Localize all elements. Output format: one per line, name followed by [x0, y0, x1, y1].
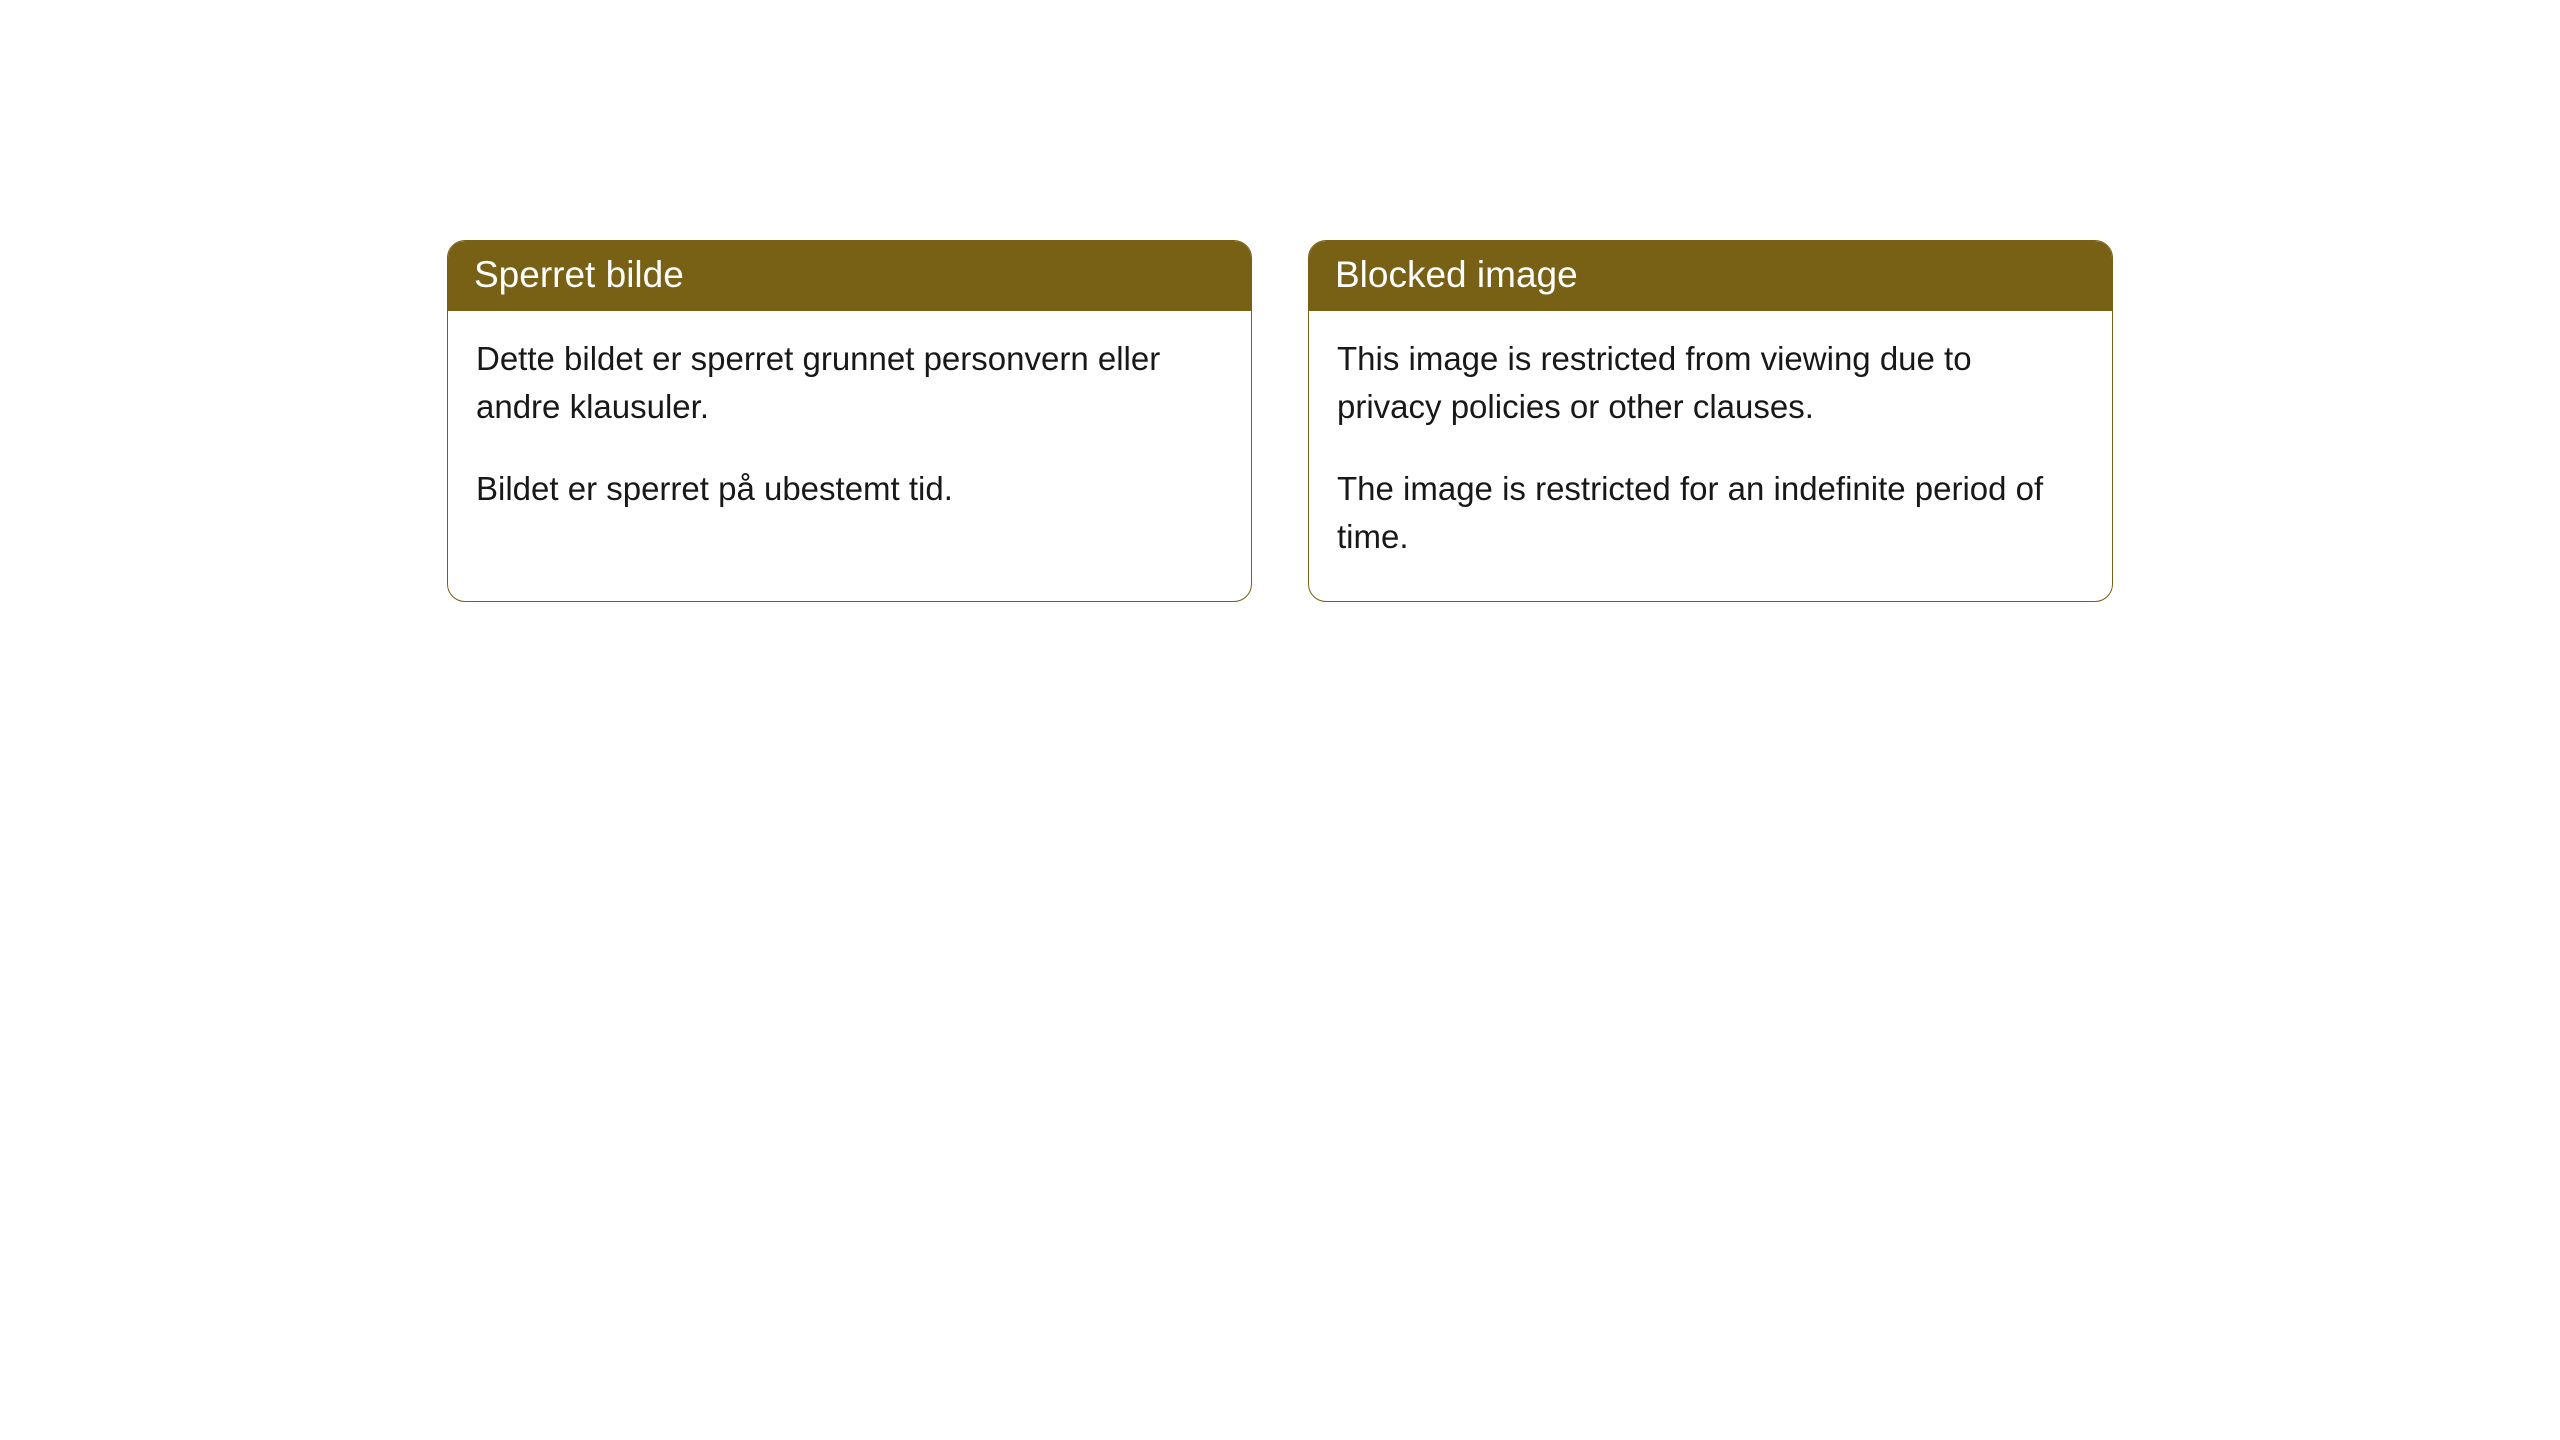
card-norwegian: Sperret bilde Dette bildet er sperret gr…: [447, 240, 1252, 602]
card-paragraph: Bildet er sperret på ubestemt tid.: [476, 465, 1223, 513]
card-paragraph: This image is restricted from viewing du…: [1337, 335, 2084, 431]
card-paragraph: The image is restricted for an indefinit…: [1337, 465, 2084, 561]
cards-container: Sperret bilde Dette bildet er sperret gr…: [447, 240, 2113, 602]
card-body-norwegian: Dette bildet er sperret grunnet personve…: [448, 311, 1251, 553]
card-body-english: This image is restricted from viewing du…: [1309, 311, 2112, 600]
card-english: Blocked image This image is restricted f…: [1308, 240, 2113, 602]
card-header-english: Blocked image: [1309, 241, 2112, 311]
card-header-norwegian: Sperret bilde: [448, 241, 1251, 311]
card-paragraph: Dette bildet er sperret grunnet personve…: [476, 335, 1223, 431]
